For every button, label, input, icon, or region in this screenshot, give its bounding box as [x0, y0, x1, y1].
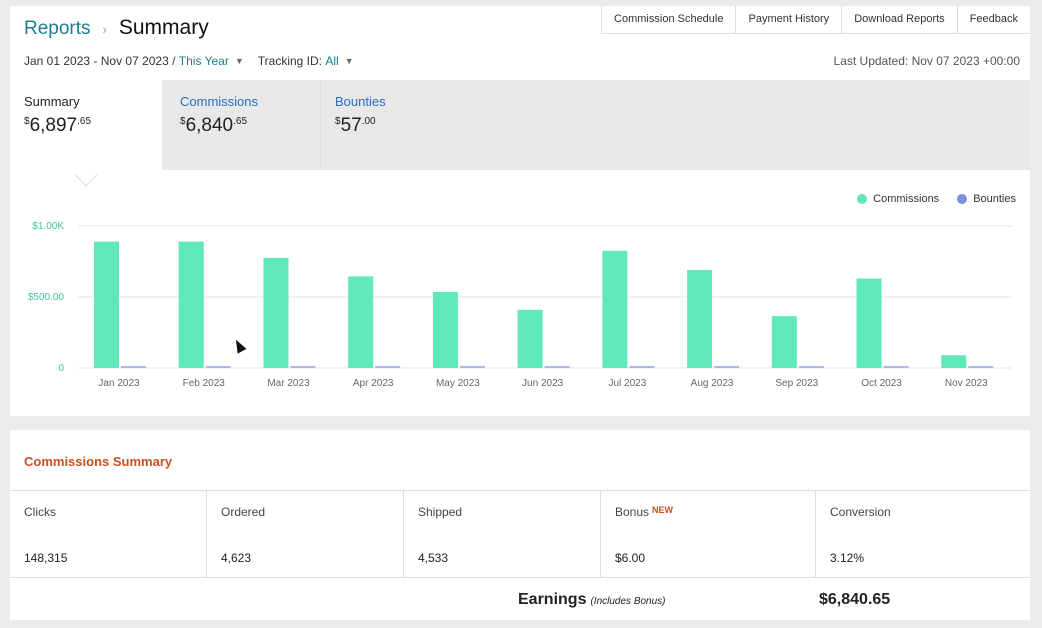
commissions-bar	[687, 270, 713, 368]
x-tick-label: Sep 2023	[775, 378, 818, 389]
summary-value: 4,533	[418, 551, 449, 565]
period-dropdown[interactable]: This Year	[178, 54, 229, 68]
date-range-text: Jan 01 2023 - Nov 07 2023 /	[24, 54, 176, 68]
metric-label: Commissions	[180, 94, 259, 109]
x-tick-label: Aug 2023	[691, 378, 734, 389]
chevron-down-icon[interactable]: ▼	[234, 56, 244, 66]
commissions-bar	[348, 276, 374, 368]
earnings-label: Earnings (Includes Bonus)	[518, 591, 666, 608]
legend-label: Commissions	[873, 193, 940, 205]
bounties-bar	[798, 366, 824, 368]
metric-value: $6,897.65	[24, 115, 92, 136]
commissions-bar	[602, 250, 628, 368]
summary-cell-shipped: Shipped 4,533	[404, 491, 601, 577]
metric-value: $6,840.65	[180, 115, 248, 136]
summary-cell-ordered: Ordered 4,623	[207, 491, 404, 577]
commissions-bar	[263, 257, 289, 368]
metric-tab-commissions[interactable]: Commissions $6,840.65	[166, 80, 316, 170]
metric-value: $57.00	[335, 115, 376, 136]
last-updated-text: Last Updated: Nov 07 2023 +00:00	[833, 54, 1020, 68]
summary-value: 3.12%	[830, 551, 865, 565]
metric-tab-summary[interactable]: Summary $6,897.65	[10, 80, 162, 170]
chevron-right-icon: ›	[102, 22, 107, 37]
chevron-down-icon[interactable]: ▼	[344, 56, 354, 66]
x-tick-label: Apr 2023	[353, 378, 394, 389]
bounties-bar	[714, 366, 740, 368]
commissions-bar	[94, 241, 119, 368]
tab-feedback[interactable]: Feedback	[969, 13, 1018, 25]
report-tabs: Commission Schedule Payment History Down…	[601, 6, 1030, 34]
x-tick-label: Jul 2023	[608, 378, 646, 389]
metric-tab-bounties[interactable]: Bounties $57.00	[320, 80, 470, 170]
x-tick-label: Jun 2023	[522, 378, 564, 389]
earnings-row: Earnings (Includes Bonus) $6,840.65	[10, 578, 1030, 620]
chart-legend: Commissions Bounties	[839, 193, 1016, 205]
bounties-bar	[544, 366, 570, 368]
legend-dot-icon	[857, 194, 868, 204]
bounties-bar	[375, 366, 401, 368]
bounties-bar	[290, 366, 316, 368]
legend-bounties[interactable]: Bounties	[957, 193, 1016, 205]
y-tick-label: 0	[58, 363, 64, 374]
summary-cell-conversion: Conversion 3.12%	[816, 491, 1030, 577]
summary-header: Clicks	[24, 505, 56, 519]
summary-card: Reports › Summary Commission Schedule Pa…	[10, 6, 1030, 416]
summary-header: Bonus NEW	[615, 505, 674, 519]
x-tick-label: Mar 2023	[267, 378, 310, 389]
bounties-bar	[629, 366, 655, 368]
commissions-bar	[517, 309, 543, 368]
summary-cell-clicks: Clicks 148,315	[10, 491, 207, 577]
metric-label: Summary	[24, 94, 80, 109]
commissions-bar-chart: 0 $500.00 $1.00K Jan 2023 Feb 2023 Mar 2023 Ap…	[28, 221, 1012, 389]
y-tick-label: $500.00	[28, 292, 65, 303]
summary-value: 4,623	[221, 551, 252, 565]
new-badge: NEW	[652, 505, 674, 515]
tab-commission-schedule[interactable]: Commission Schedule	[602, 6, 737, 33]
x-tick-label: Feb 2023	[183, 378, 226, 389]
bounties-bar	[459, 366, 485, 368]
commissions-bar	[856, 278, 882, 368]
summary-cell-bonus: Bonus NEW $6.00	[601, 491, 816, 577]
x-tick-label: May 2023	[436, 378, 480, 389]
bounties-bar	[883, 366, 909, 368]
page-title: Summary	[118, 16, 209, 39]
filters-bar: Jan 01 2023 - Nov 07 2023 / This Year ▼ …	[24, 54, 368, 68]
bounties-bar	[205, 366, 231, 368]
summary-value: $6.00	[615, 551, 646, 565]
summary-header: Conversion	[830, 505, 891, 519]
legend-dot-icon	[957, 194, 968, 204]
metric-label: Bounties	[335, 94, 386, 109]
y-tick-label: $1.00K	[32, 221, 64, 232]
tracking-id-dropdown[interactable]: All	[325, 54, 339, 68]
breadcrumb: Reports › Summary	[24, 16, 209, 40]
commissions-bar	[771, 316, 797, 368]
commissions-summary-card: Commissions Summary Clicks 148,315 Order…	[10, 430, 1030, 620]
x-tick-label: Oct 2023	[861, 378, 902, 389]
commissions-bar	[178, 241, 204, 368]
commissions-bar	[941, 355, 967, 368]
legend-label: Bounties	[973, 193, 1016, 205]
summary-header: Ordered	[221, 505, 266, 519]
bounties-bar	[121, 366, 146, 368]
x-tick-label: Jan 2023	[98, 378, 140, 389]
summary-header: Shipped	[418, 505, 463, 519]
tab-payment-history[interactable]: Payment History	[736, 6, 843, 33]
legend-commissions[interactable]: Commissions	[857, 193, 939, 205]
commissions-bar	[432, 292, 458, 368]
summary-value: 148,315	[24, 551, 68, 565]
commissions-summary-title: Commissions Summary	[24, 454, 173, 469]
x-tick-label: Nov 2023	[945, 378, 988, 389]
earnings-value: $6,840.65	[819, 591, 891, 608]
tab-download-reports[interactable]: Download Reports	[842, 6, 958, 33]
metric-tabs: Summary $6,897.65 Commissions $6,840.65 …	[10, 80, 1030, 170]
summary-grid: Clicks 148,315 Ordered 4,623 Shipped 4,5…	[10, 490, 1030, 578]
tracking-id-label: Tracking ID:	[257, 54, 323, 68]
bounties-bar	[968, 366, 994, 368]
breadcrumb-reports-link[interactable]: Reports	[24, 18, 91, 39]
